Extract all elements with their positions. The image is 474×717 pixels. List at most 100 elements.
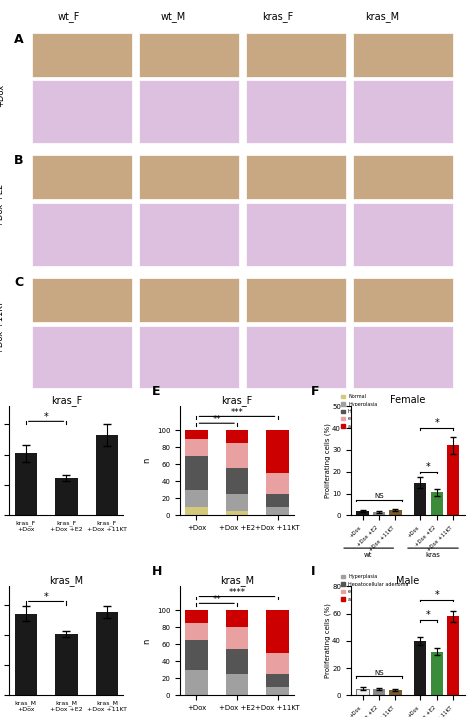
Bar <box>373 512 385 516</box>
Bar <box>266 473 289 494</box>
Bar <box>356 511 369 516</box>
Bar <box>185 640 208 670</box>
Bar <box>389 690 401 695</box>
Text: +Dox +11KT: +Dox +11KT <box>0 300 5 353</box>
Title: kras_F: kras_F <box>51 395 82 406</box>
Bar <box>15 614 37 695</box>
Bar <box>139 277 239 322</box>
Text: kras: kras <box>426 552 440 558</box>
Bar <box>266 494 289 507</box>
Text: *: * <box>426 462 431 472</box>
Bar <box>226 627 248 649</box>
Bar <box>15 453 37 516</box>
Bar <box>353 277 453 322</box>
Bar <box>226 649 248 674</box>
Text: A: A <box>14 32 24 46</box>
Text: *: * <box>434 418 439 428</box>
Bar <box>266 430 289 473</box>
Bar <box>246 155 346 199</box>
Text: *: * <box>434 590 439 600</box>
Text: F: F <box>311 385 319 398</box>
Bar <box>226 430 248 443</box>
Text: E: E <box>152 385 160 398</box>
Bar <box>246 277 346 322</box>
Bar <box>266 687 289 695</box>
Bar <box>55 634 78 695</box>
Bar <box>373 689 385 695</box>
Bar <box>353 326 453 389</box>
Legend: Hyperplasia, Hepatocellular adenoma, early HCC, advanced HCC: Hyperplasia, Hepatocellular adenoma, ear… <box>339 572 411 604</box>
Text: H: H <box>152 566 162 579</box>
Bar <box>226 674 248 695</box>
Bar <box>32 155 132 199</box>
Legend: Normal, Hyperplasia, Hepatocellular adenoma, early HCC, advanced HCC: Normal, Hyperplasia, Hepatocellular aden… <box>339 392 411 431</box>
Bar <box>185 610 208 623</box>
Text: ****: **** <box>228 588 246 597</box>
Text: NS: NS <box>374 670 384 676</box>
Bar <box>353 155 453 199</box>
Text: wt: wt <box>364 552 373 558</box>
Text: kras_F: kras_F <box>262 11 293 22</box>
Bar <box>414 483 427 516</box>
Title: Female: Female <box>390 395 425 405</box>
Bar <box>139 80 239 143</box>
Text: I: I <box>311 566 315 579</box>
Bar <box>185 623 208 640</box>
Bar <box>226 443 248 468</box>
Bar <box>246 203 346 265</box>
Bar <box>226 610 248 627</box>
Text: *: * <box>44 592 48 602</box>
Bar <box>96 612 118 695</box>
Bar <box>353 203 453 265</box>
Bar <box>266 674 289 687</box>
Bar <box>32 80 132 143</box>
Bar <box>389 510 401 516</box>
Bar <box>266 507 289 516</box>
Bar <box>32 32 132 77</box>
Bar <box>185 490 208 507</box>
Bar <box>246 326 346 389</box>
Text: **: ** <box>212 595 221 604</box>
Bar <box>139 203 239 265</box>
Text: kras_M: kras_M <box>365 11 400 22</box>
Bar <box>430 493 443 516</box>
Title: Male: Male <box>396 576 419 586</box>
Bar <box>96 435 118 516</box>
Bar <box>139 32 239 77</box>
Bar <box>185 670 208 695</box>
Title: kras_M: kras_M <box>220 576 254 587</box>
Bar <box>356 688 369 695</box>
Bar <box>414 641 427 695</box>
Bar <box>32 277 132 322</box>
Bar <box>353 80 453 143</box>
Text: ***: *** <box>231 408 243 417</box>
Text: **: ** <box>212 415 221 424</box>
Y-axis label: n: n <box>142 458 151 463</box>
Bar <box>226 511 248 516</box>
Bar <box>447 617 459 695</box>
Text: +Dox +E2: +Dox +E2 <box>0 184 5 227</box>
Y-axis label: n: n <box>142 638 151 644</box>
Bar <box>266 610 289 653</box>
Text: +Dox: +Dox <box>0 83 5 107</box>
Bar <box>226 494 248 511</box>
Bar <box>353 32 453 77</box>
Y-axis label: Proliferating cells (%): Proliferating cells (%) <box>324 423 331 498</box>
Bar <box>55 478 78 516</box>
Bar <box>32 326 132 389</box>
Text: C: C <box>14 275 23 288</box>
Text: *: * <box>44 412 48 422</box>
Title: kras_F: kras_F <box>221 395 253 406</box>
Bar <box>185 507 208 516</box>
Bar <box>139 155 239 199</box>
Bar <box>447 445 459 516</box>
Bar <box>32 203 132 265</box>
Title: kras_M: kras_M <box>49 576 83 587</box>
Text: B: B <box>14 154 24 167</box>
Text: wt_M: wt_M <box>161 11 186 22</box>
Text: *: * <box>426 610 431 620</box>
Bar <box>246 80 346 143</box>
Bar <box>185 439 208 455</box>
Bar <box>185 430 208 439</box>
Bar <box>139 326 239 389</box>
